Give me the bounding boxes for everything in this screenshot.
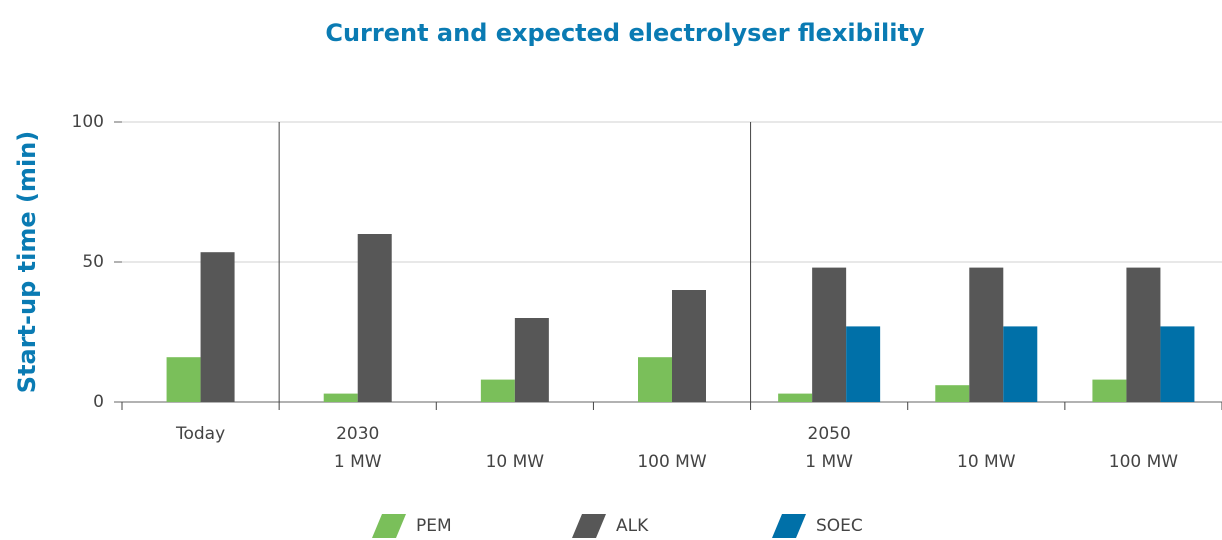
legend-swatch (572, 514, 606, 538)
bar (1003, 326, 1038, 402)
bar (812, 267, 847, 402)
bar (1160, 326, 1195, 402)
bar (357, 234, 392, 402)
bar (1126, 267, 1161, 402)
x-tick-label: 1 MW (334, 452, 382, 472)
x-tick-label: Today (175, 424, 225, 444)
bar (935, 385, 970, 402)
bar (200, 252, 235, 402)
x-tick-label: 1 MW (805, 452, 853, 472)
legend-swatch (372, 514, 406, 538)
bar (1092, 379, 1127, 402)
chart-title: Current and expected electrolyser flexib… (325, 19, 925, 47)
legend-label: PEM (416, 516, 452, 536)
x-tick-label: 100 MW (1109, 452, 1179, 472)
bar (846, 326, 881, 402)
x-tick-label: 2050 (808, 424, 851, 444)
bar (480, 379, 515, 402)
x-tick-label: 10 MW (486, 452, 545, 472)
legend-label: ALK (616, 516, 649, 536)
bar (672, 290, 706, 402)
y-axis-label: Start-up time (min) (13, 131, 41, 393)
bar (323, 393, 358, 402)
x-tick-label: 2030 (336, 424, 379, 444)
legend-swatch (772, 514, 806, 538)
y-tick-label: 0 (93, 392, 104, 412)
y-tick-label: 100 (72, 112, 104, 132)
bar (166, 357, 201, 402)
bar (778, 393, 813, 402)
x-tick-label: 10 MW (957, 452, 1016, 472)
bar (969, 267, 1004, 402)
bar (514, 318, 549, 402)
y-tick-label: 50 (82, 252, 104, 272)
legend-label: SOEC (816, 516, 863, 536)
x-tick-label: 100 MW (637, 452, 707, 472)
bar (638, 357, 672, 402)
